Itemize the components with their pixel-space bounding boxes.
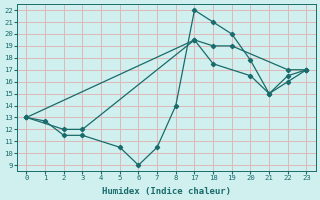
X-axis label: Humidex (Indice chaleur): Humidex (Indice chaleur) (102, 187, 231, 196)
